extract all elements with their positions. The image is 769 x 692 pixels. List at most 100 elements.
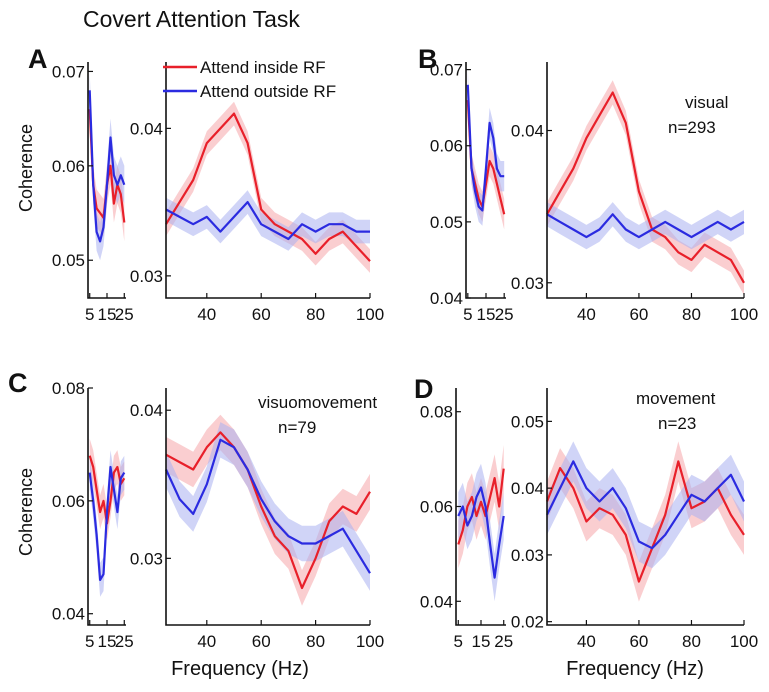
series-line-inside xyxy=(546,91,745,284)
x-tick-label: 80 xyxy=(306,305,325,324)
series-line-outside xyxy=(165,201,370,241)
y-tick-label: 0.03 xyxy=(511,274,544,293)
y-tick-label: 0.08 xyxy=(52,379,85,398)
x-tick-label: 15 xyxy=(98,305,117,324)
x-tick-label: 25 xyxy=(115,632,134,651)
y-tick-label: 0.04 xyxy=(430,289,463,308)
y-tick-label: 0.06 xyxy=(52,157,85,176)
x-tick-label: 80 xyxy=(306,632,325,651)
x-axis-label-right: Frequency (Hz) xyxy=(566,658,704,680)
x-tick-label: 100 xyxy=(730,632,758,651)
x-tick-label: 60 xyxy=(252,305,271,324)
panel-d-low-axes: 0.04 0.06 0.08 5 15 25 xyxy=(420,388,513,651)
x-tick-label: 25 xyxy=(494,632,513,651)
panel-a-high-axes: 0.03 0.04 40 60 80 100 xyxy=(130,62,384,324)
x-axis-label-left: Frequency (Hz) xyxy=(171,658,309,680)
series-line-outside xyxy=(466,84,505,212)
x-tick-label: 40 xyxy=(197,632,216,651)
panel-d-high-axes: 0.02 0.03 0.04 0.05 40 60 80 100 xyxy=(511,388,758,651)
x-tick-label: 100 xyxy=(356,305,384,324)
axis-frame xyxy=(165,62,370,299)
y-tick-label: 0.03 xyxy=(130,267,163,286)
legend-label-outside: Attend outside RF xyxy=(200,82,336,101)
x-tick-label: 60 xyxy=(629,305,648,324)
series-band-inside xyxy=(166,101,370,273)
y-tick-label: 0.04 xyxy=(511,122,544,141)
x-tick-label: 100 xyxy=(730,305,758,324)
x-tick-label: 80 xyxy=(682,305,701,324)
y-tick-label: 0.06 xyxy=(52,492,85,511)
x-tick-label: 40 xyxy=(577,632,596,651)
panel-letter-b: B xyxy=(418,44,438,74)
panel-letter-d: D xyxy=(414,374,434,404)
x-tick-label: 15 xyxy=(477,305,496,324)
x-tick-label: 60 xyxy=(252,632,271,651)
panel-d-annotation: movement xyxy=(636,389,716,408)
series-band-inside xyxy=(89,438,125,541)
panel-b-annotation: visual xyxy=(685,93,728,112)
x-tick-label: 80 xyxy=(682,632,701,651)
series-band-outside xyxy=(166,190,370,251)
panel-b-annotation: n=293 xyxy=(668,118,716,137)
panel-c-annotation: n=79 xyxy=(278,418,316,437)
y-tick-label: 0.04 xyxy=(130,119,163,138)
y-tick-label: 0.06 xyxy=(430,137,463,156)
x-tick-label: 25 xyxy=(115,305,134,324)
y-tick-label: 0.02 xyxy=(511,613,544,632)
y-axis-label-top: Coherence xyxy=(16,124,36,212)
y-axis-label-bottom: Coherence xyxy=(16,468,36,556)
y-tick-label: 0.05 xyxy=(511,412,544,431)
series-band-outside xyxy=(547,441,744,569)
legend-label-inside: Attend inside RF xyxy=(200,58,326,77)
series-line-outside xyxy=(546,213,745,239)
x-tick-label: 25 xyxy=(495,305,514,324)
series-line-outside xyxy=(457,486,505,579)
x-tick-label: 15 xyxy=(98,632,117,651)
panel-letter-a: A xyxy=(28,44,48,74)
panel-c-high-axes: 0.03 0.04 40 60 80 100 xyxy=(130,388,384,651)
panel-b-low-axes: 0.04 0.05 0.06 0.07 5 15 25 xyxy=(430,61,514,324)
series-band-inside xyxy=(547,80,744,295)
x-tick-label: 15 xyxy=(472,632,491,651)
y-tick-label: 0.04 xyxy=(52,605,85,624)
x-tick-label: 5 xyxy=(85,632,94,651)
panel-letter-c: C xyxy=(8,368,28,398)
legend: Attend inside RF Attend outside RF xyxy=(163,58,336,101)
x-tick-label: 5 xyxy=(85,305,94,324)
x-tick-label: 5 xyxy=(463,305,472,324)
y-tick-label: 0.03 xyxy=(130,549,163,568)
axis-frame xyxy=(455,388,506,626)
x-tick-label: 60 xyxy=(629,632,648,651)
panel-b-high-axes: 0.03 0.04 40 60 80 100 xyxy=(511,62,758,324)
x-tick-label: 40 xyxy=(197,305,216,324)
axis-frame xyxy=(546,62,744,299)
x-tick-label: 100 xyxy=(356,632,384,651)
y-tick-label: 0.06 xyxy=(420,498,453,517)
y-tick-label: 0.04 xyxy=(420,592,453,611)
axis-frame xyxy=(165,388,370,626)
series-line-outside xyxy=(88,465,126,582)
y-tick-label: 0.07 xyxy=(52,62,85,81)
axis-frame xyxy=(546,388,744,626)
y-tick-label: 0.03 xyxy=(511,546,544,565)
series-line-inside xyxy=(457,468,505,545)
series-line-outside xyxy=(88,90,126,243)
series-line-inside xyxy=(165,112,371,262)
y-tick-label: 0.05 xyxy=(430,213,463,232)
y-tick-label: 0.04 xyxy=(511,479,544,498)
y-tick-label: 0.07 xyxy=(430,61,463,80)
y-tick-label: 0.05 xyxy=(52,251,85,270)
figure-title: Covert Attention Task xyxy=(83,6,300,32)
series-line-outside xyxy=(546,460,745,550)
y-tick-label: 0.04 xyxy=(130,401,163,420)
series-line-outside xyxy=(165,438,371,574)
series-line-inside xyxy=(165,431,371,590)
